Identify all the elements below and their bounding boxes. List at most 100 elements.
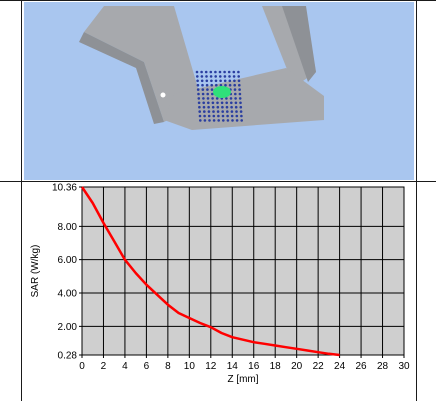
measurement-point <box>196 79 199 83</box>
measurement-point <box>211 92 214 96</box>
measurement-point <box>207 114 211 118</box>
measurement-point <box>223 75 227 78</box>
measurement-point <box>216 101 219 105</box>
measurement-point <box>225 101 228 105</box>
measurement-point <box>200 79 204 83</box>
measurement-point <box>195 70 199 74</box>
measurement-point <box>214 70 217 74</box>
measurement-point <box>239 110 243 113</box>
measurement-point <box>203 110 206 113</box>
x-tick-label: 2 <box>101 361 107 372</box>
measurement-point <box>218 70 222 74</box>
frame-right-border <box>416 0 417 401</box>
measurement-point <box>230 114 234 118</box>
measurement-point <box>240 114 243 118</box>
measurement-point <box>219 79 222 83</box>
measurement-point <box>230 110 234 113</box>
measurement-point <box>197 101 201 105</box>
measurement-point <box>222 119 225 122</box>
measurement-point <box>201 88 205 91</box>
measurement-point <box>210 88 214 91</box>
measurement-point <box>197 92 200 96</box>
y-tick-label: 8.00 <box>58 222 78 233</box>
x-axis-label: Z [mm] <box>227 374 258 385</box>
measurement-point <box>239 101 242 105</box>
x-tick-label: 22 <box>313 361 325 372</box>
x-tick-label: 8 <box>165 361 171 372</box>
measurement-point <box>217 114 220 118</box>
measurement-point <box>200 70 203 74</box>
measurement-point <box>211 105 215 109</box>
measurement-point <box>237 70 240 74</box>
measurement-point <box>200 75 204 78</box>
measurement-point <box>238 97 242 100</box>
sar-z-chart: 0 2 4 6 8 10 12 14 16 18 20 22 24 26 28 30 0.282.004.00… <box>30 183 410 386</box>
measurement-point <box>211 97 214 100</box>
x-tick-labels: 0 2 4 6 8 10 12 14 16 18 20 22 24 26 28 30 <box>79 361 410 372</box>
y-tick-label: 4.00 <box>58 289 78 300</box>
measurement-point <box>225 105 229 109</box>
measurement-point <box>228 83 232 87</box>
measurement-point <box>217 119 220 122</box>
measurement-point <box>234 101 238 105</box>
measurement-point <box>216 110 220 113</box>
measurement-point <box>207 101 210 105</box>
measurement-point <box>207 105 210 109</box>
plot-area <box>81 186 405 356</box>
sar-curve <box>80 186 340 357</box>
measurement-point <box>228 79 232 83</box>
sar-hotspot <box>213 86 231 98</box>
measurement-point <box>227 70 231 74</box>
measurement-point <box>198 105 201 109</box>
measurement-point <box>219 75 222 78</box>
measurement-point <box>203 119 207 122</box>
y-tick-label: 2.00 <box>58 322 78 333</box>
measurement-point <box>237 75 240 78</box>
measurement-point <box>226 110 229 113</box>
x-tick-label: 16 <box>248 361 260 372</box>
grid-lines <box>79 186 405 358</box>
x-tick-label: 14 <box>227 361 239 372</box>
measurement-point <box>215 83 218 87</box>
measurement-point <box>235 119 239 122</box>
measurement-point <box>196 88 200 91</box>
measurement-point <box>240 119 243 122</box>
measurement-point <box>209 70 213 74</box>
x-tick-label: 18 <box>270 361 282 372</box>
measurement-point <box>210 79 213 83</box>
measurement-point <box>196 75 199 78</box>
phantom-marker <box>160 92 166 98</box>
x-tick-label: 24 <box>334 361 346 372</box>
measurement-point <box>238 88 241 91</box>
measurement-point <box>196 83 200 87</box>
measurement-point <box>238 92 242 96</box>
measurement-point <box>221 105 224 109</box>
measurement-point <box>199 119 202 122</box>
measurement-point <box>233 83 236 87</box>
measurement-point <box>226 114 229 118</box>
phantom-base-plate <box>164 68 324 130</box>
measurement-point <box>233 79 236 83</box>
y-tick-label: 6.00 <box>58 255 78 266</box>
measurement-point <box>204 70 208 74</box>
measurement-point <box>228 75 231 78</box>
measurement-point <box>202 97 205 100</box>
x-tick-label: 12 <box>205 361 217 372</box>
x-tick-label: 0 <box>79 361 85 372</box>
measurement-point <box>237 79 241 83</box>
y-tick-label: 10.36 <box>52 183 77 194</box>
frame-top-border <box>0 0 436 1</box>
x-tick-label: 30 <box>398 361 410 372</box>
measurement-point <box>229 97 233 100</box>
measurement-point <box>205 79 209 83</box>
measurement-point <box>230 105 233 109</box>
measurement-point <box>202 101 205 105</box>
measurement-point <box>223 70 226 74</box>
measurement-point <box>202 105 206 109</box>
measurement-point <box>215 97 219 100</box>
measurement-point <box>232 75 236 78</box>
measurement-point <box>207 110 211 113</box>
sar-scan-scene <box>24 2 414 180</box>
measurement-point <box>220 101 224 105</box>
